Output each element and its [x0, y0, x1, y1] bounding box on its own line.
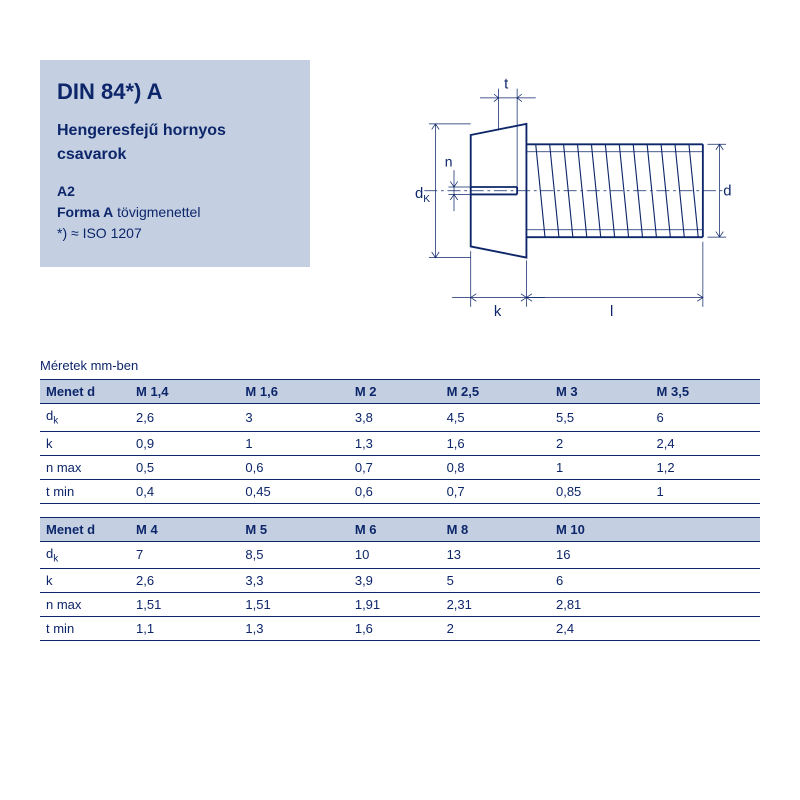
dim-t: t: [504, 77, 509, 93]
table-cell: 3,9: [349, 569, 441, 593]
table-cell: 1,6: [441, 431, 550, 455]
table-cell: 0,45: [239, 479, 348, 503]
table-cell: 1,91: [349, 593, 441, 617]
table-row: n max1,511,511,912,312,81: [40, 593, 760, 617]
table-cell: [651, 617, 760, 641]
table-cell: 1: [651, 479, 760, 503]
table-header-cell: M 10: [550, 517, 651, 541]
row-label: n max: [40, 593, 130, 617]
table-cell: 2,81: [550, 593, 651, 617]
dim-l: l: [610, 304, 613, 320]
table-cell: 16: [550, 541, 651, 569]
table-row: dk2,633,84,55,56: [40, 404, 760, 432]
table-cell: 1,51: [130, 593, 239, 617]
header-row: DIN 84*) A Hengeresfejű hornyos csavarok…: [40, 60, 760, 330]
table-header-row: Menet dM 4M 5M 6M 8M 10: [40, 517, 760, 541]
table-header-cell: M 6: [349, 517, 441, 541]
table-header-cell: M 1,4: [130, 380, 239, 404]
table-header-cell: M 3,5: [651, 380, 760, 404]
table-cell: 2,4: [550, 617, 651, 641]
table-row: t min0,40,450,60,70,851: [40, 479, 760, 503]
table-cell: 2: [441, 617, 550, 641]
table-cell: 1: [550, 455, 651, 479]
table-cell: 0,85: [550, 479, 651, 503]
row-label: k: [40, 569, 130, 593]
form-label: Forma A: [57, 204, 113, 220]
table-header-cell: M 4: [130, 517, 239, 541]
table-cell: 5: [441, 569, 550, 593]
dimensions-table: Menet dM 1,4M 1,6M 2M 2,5M 3M 3,5dk2,633…: [40, 379, 760, 641]
table-header-cell: Menet d: [40, 380, 130, 404]
dimensions-caption: Méretek mm-ben: [40, 358, 760, 373]
table-header-cell: M 1,6: [239, 380, 348, 404]
table-row: t min1,11,31,622,4: [40, 617, 760, 641]
table-cell: 8,5: [239, 541, 348, 569]
row-label: t min: [40, 479, 130, 503]
table-cell: 1: [239, 431, 348, 455]
table-row: n max0,50,60,70,811,2: [40, 455, 760, 479]
material-grade: A2: [57, 181, 293, 202]
form-line: Forma A tövigmenettel: [57, 202, 293, 223]
screw-diagram-svg: t dK n k l: [345, 70, 745, 330]
table-cell: 0,6: [239, 455, 348, 479]
table-cell: 0,5: [130, 455, 239, 479]
table-cell: 5,5: [550, 404, 651, 432]
table-cell: [651, 569, 760, 593]
dim-dk: dK: [415, 186, 430, 205]
table-cell: 3,8: [349, 404, 441, 432]
table-cell: 6: [651, 404, 760, 432]
dim-d: d: [723, 183, 731, 199]
table-cell: 10: [349, 541, 441, 569]
table-cell: 1,1: [130, 617, 239, 641]
table-cell: 2: [550, 431, 651, 455]
table-header-cell: M 5: [239, 517, 348, 541]
table-cell: 0,7: [441, 479, 550, 503]
table-cell: 1,51: [239, 593, 348, 617]
table-cell: 3: [239, 404, 348, 432]
table-cell: 4,5: [441, 404, 550, 432]
dim-k: k: [494, 304, 502, 320]
table-header-cell: [651, 517, 760, 541]
table-cell: 0,6: [349, 479, 441, 503]
iso-note: *) ≈ ISO 1207: [57, 223, 293, 244]
table-header-row: Menet dM 1,4M 1,6M 2M 2,5M 3M 3,5: [40, 380, 760, 404]
table-cell: 1,2: [651, 455, 760, 479]
row-label: n max: [40, 455, 130, 479]
table-cell: 2,4: [651, 431, 760, 455]
standard-title: DIN 84*) A: [57, 79, 293, 105]
table-cell: 7: [130, 541, 239, 569]
table-header-cell: Menet d: [40, 517, 130, 541]
row-label: k: [40, 431, 130, 455]
table-cell: [651, 541, 760, 569]
dim-n: n: [445, 154, 453, 170]
table-cell: 0,8: [441, 455, 550, 479]
table-cell: 0,4: [130, 479, 239, 503]
table-header-cell: M 3: [550, 380, 651, 404]
table-cell: 1,3: [349, 431, 441, 455]
table-cell: 13: [441, 541, 550, 569]
table-cell: 1,6: [349, 617, 441, 641]
table-header-cell: M 8: [441, 517, 550, 541]
form-text: tövigmenettel: [113, 204, 200, 220]
table-cell: 1,3: [239, 617, 348, 641]
row-label: dk: [40, 404, 130, 432]
table-row: k0,911,31,622,4: [40, 431, 760, 455]
product-name: Hengeresfejű hornyos csavarok: [57, 119, 293, 167]
table-header-cell: M 2: [349, 380, 441, 404]
table-cell: [651, 593, 760, 617]
table-cell: 0,7: [349, 455, 441, 479]
technical-drawing: t dK n k l: [330, 60, 760, 330]
row-label: dk: [40, 541, 130, 569]
table-cell: 2,6: [130, 404, 239, 432]
row-label: t min: [40, 617, 130, 641]
table-cell: 6: [550, 569, 651, 593]
table-cell: 3,3: [239, 569, 348, 593]
table-cell: 2,6: [130, 569, 239, 593]
table-row: dk78,5101316: [40, 541, 760, 569]
table-header-cell: M 2,5: [441, 380, 550, 404]
table-cell: 0,9: [130, 431, 239, 455]
table-row: k2,63,33,956: [40, 569, 760, 593]
info-panel: DIN 84*) A Hengeresfejű hornyos csavarok…: [40, 60, 310, 267]
table-cell: 2,31: [441, 593, 550, 617]
